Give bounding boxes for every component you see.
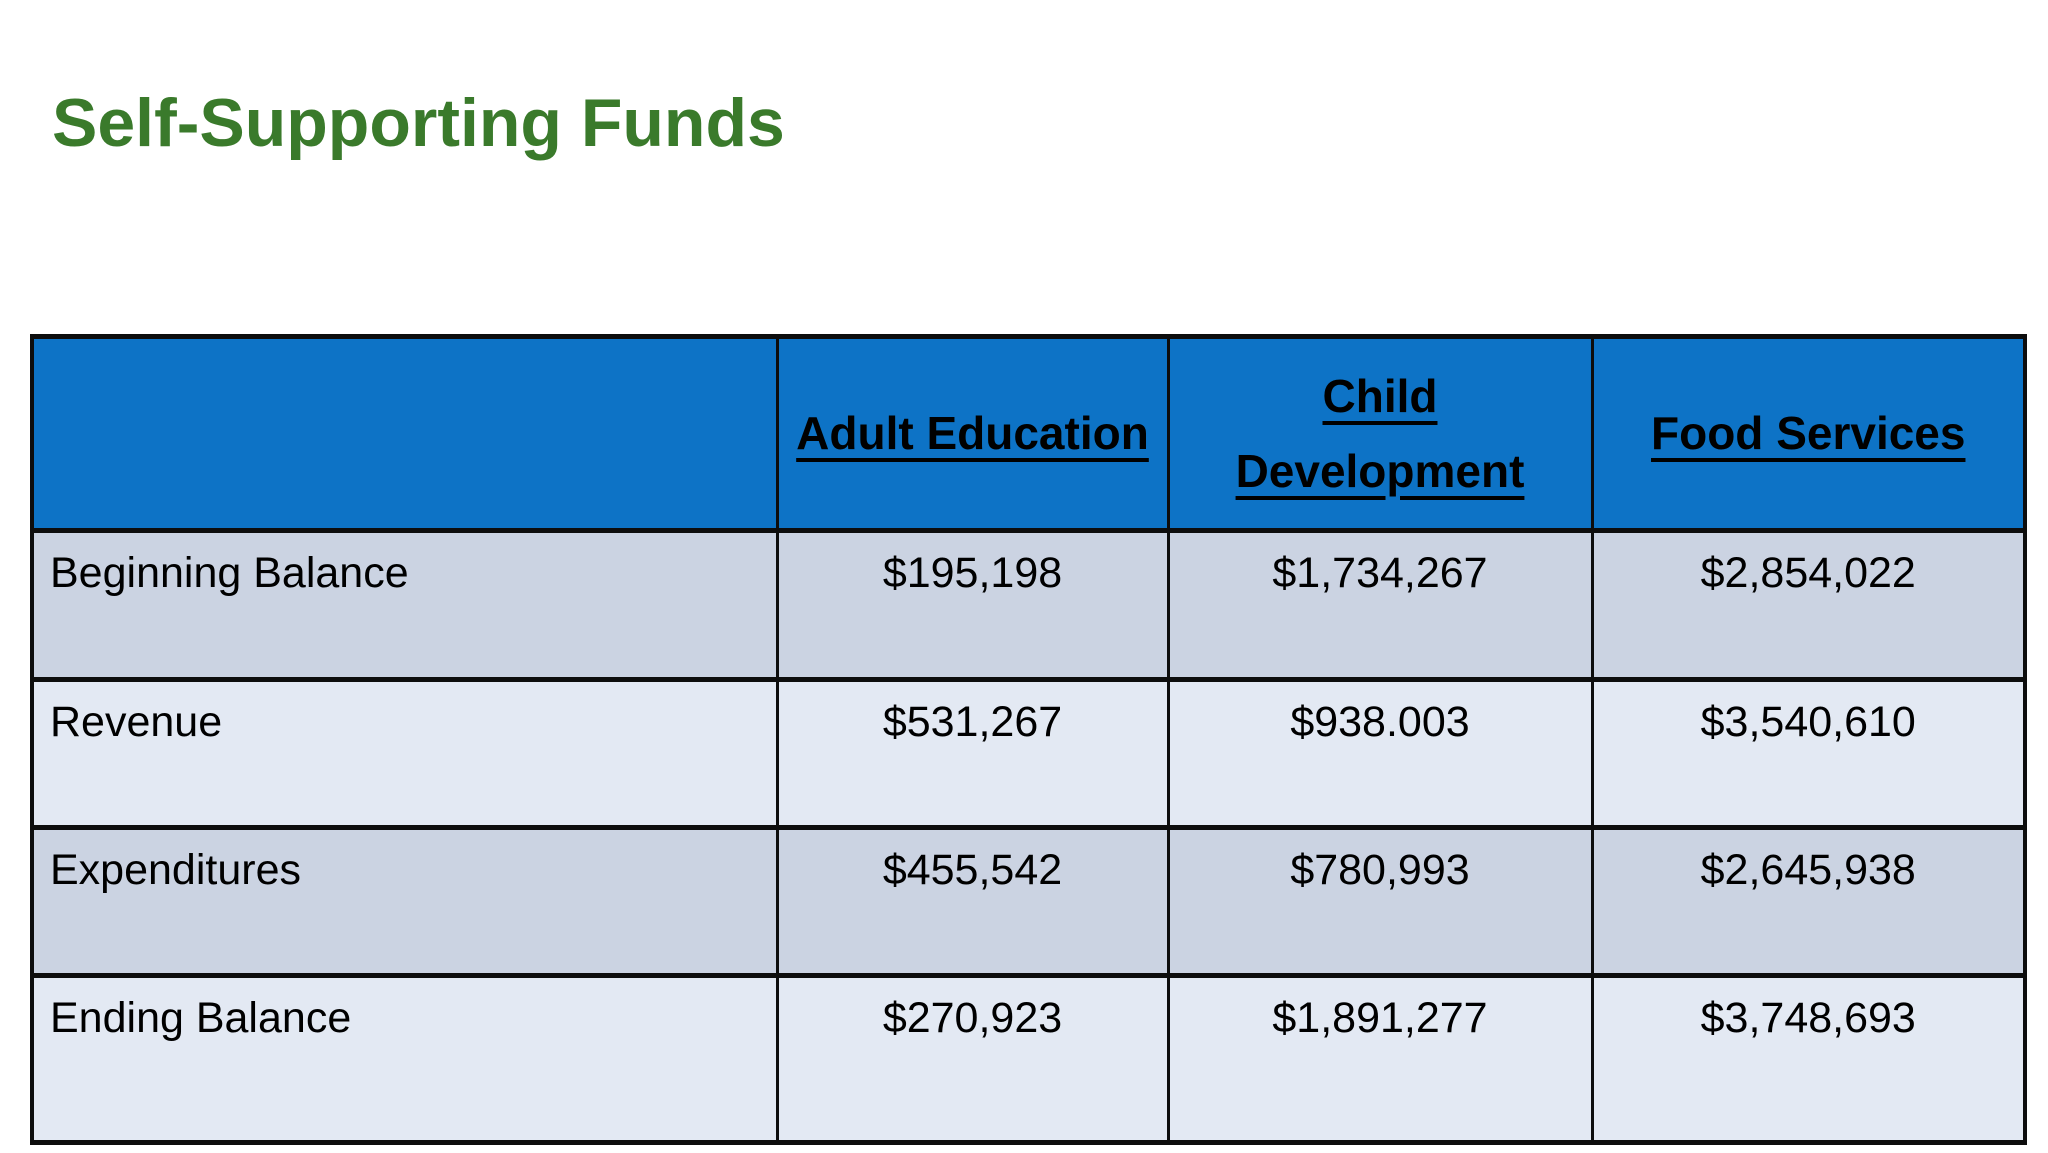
cell-value: $780,993 xyxy=(1166,825,1594,978)
table-row-revenue: Revenue $531,267 $938.003 $3,540,610 xyxy=(30,677,2027,830)
cell-value: $195,198 xyxy=(775,528,1170,682)
cell-value: $938.003 xyxy=(1166,677,1594,830)
header-cell-child-development: Child Development xyxy=(1166,334,1594,533)
cell-value: $531,267 xyxy=(775,677,1170,830)
cell-value: $1,734,267 xyxy=(1166,528,1594,682)
page-title: Self-Supporting Funds xyxy=(52,85,785,161)
row-label: Expenditures xyxy=(30,825,779,978)
cell-value: $270,923 xyxy=(775,973,1170,1145)
header-label: Adult Education xyxy=(796,407,1149,460)
header-cell-food-services: Food Services xyxy=(1590,334,2027,533)
header-cell-empty xyxy=(30,334,779,533)
cell-value: $2,854,022 xyxy=(1590,528,2027,682)
row-label: Revenue xyxy=(30,677,779,830)
funds-table: Adult Education Child Development Food S… xyxy=(30,334,2027,1145)
cell-value: $455,542 xyxy=(775,825,1170,978)
table-row-ending-balance: Ending Balance $270,923 $1,891,277 $3,74… xyxy=(30,973,2027,1145)
table-row-expenditures: Expenditures $455,542 $780,993 $2,645,93… xyxy=(30,825,2027,978)
row-label: Ending Balance xyxy=(30,973,779,1145)
header-label: Food Services xyxy=(1651,407,1966,460)
cell-value: $1,891,277 xyxy=(1166,973,1594,1145)
cell-value: $2,645,938 xyxy=(1590,825,2027,978)
cell-value: $3,748,693 xyxy=(1590,973,2027,1145)
header-row: Adult Education Child Development Food S… xyxy=(30,334,2027,533)
table-row-beginning-balance: Beginning Balance $195,198 $1,734,267 $2… xyxy=(30,528,2027,682)
header-cell-adult-education: Adult Education xyxy=(775,334,1170,533)
cell-value: $3,540,610 xyxy=(1590,677,2027,830)
row-label: Beginning Balance xyxy=(30,528,779,682)
header-label: Child Development xyxy=(1235,369,1525,497)
